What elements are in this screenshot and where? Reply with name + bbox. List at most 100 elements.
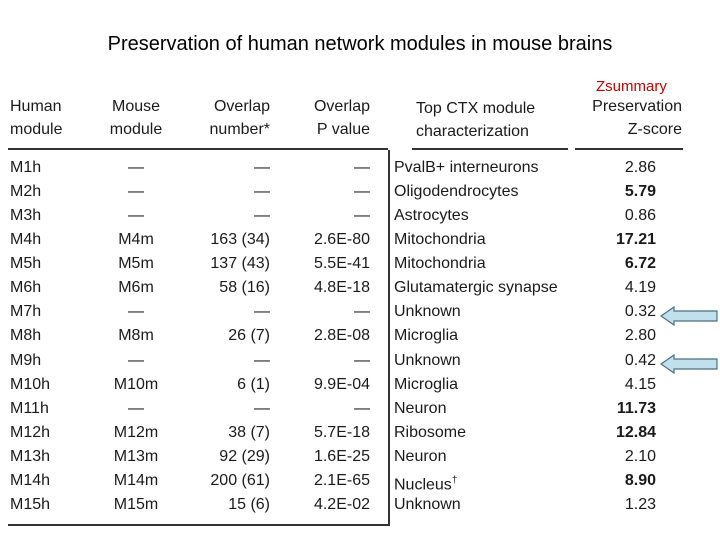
cell-human-module: M1h: [10, 157, 80, 179]
cell-ctx-characterization: Neuron: [394, 446, 569, 468]
cell-overlap-p-text: 5.7E-18: [313, 423, 370, 441]
cell-ctx-characterization-text: Neuron: [394, 447, 447, 465]
cell-z-score: 2.80: [590, 325, 656, 347]
cell-mouse-module-text: M10m: [113, 375, 159, 393]
cell-overlap-number-text: —: [254, 303, 270, 321]
cell-overlap-p: 9.9E-04: [290, 374, 370, 396]
cell-overlap-p-text: —: [354, 351, 370, 369]
cell-overlap-p: —: [290, 157, 370, 179]
cell-mouse-module: M6m: [100, 277, 172, 299]
cell-z-score: 6.72: [590, 253, 656, 275]
cell-human-module-text: M5h: [10, 255, 42, 273]
cell-human-module-text: M1h: [10, 159, 42, 176]
cell-overlap-p-text: 4.8E-18: [313, 279, 370, 297]
cell-human-module: M7h: [10, 301, 80, 323]
cell-ctx-characterization-text: Unknown: [394, 303, 461, 321]
cell-human-module: M13h: [10, 446, 80, 468]
cell-ctx-characterization: Microglia: [394, 325, 569, 347]
cell-overlap-number: —: [190, 157, 270, 179]
header-top-ctx: Top CTX module characterization: [416, 100, 536, 140]
header-rule-ctx: [412, 148, 568, 150]
arrow-shape: [660, 354, 718, 374]
cell-human-module-text: M15h: [10, 495, 51, 513]
cell-mouse-module-text: —: [128, 303, 144, 321]
cell-mouse-module: —: [100, 181, 172, 203]
cell-ctx-characterization: Unknown: [394, 494, 569, 516]
cell-z-score: 1.23: [590, 494, 656, 516]
cell-mouse-module-text: M8m: [118, 327, 154, 345]
cell-ctx-characterization: Neuron: [394, 398, 569, 420]
cell-overlap-p-text: 1.6E-25: [313, 447, 370, 465]
cell-mouse-module-text: M12m: [113, 423, 159, 441]
cell-overlap-number-text: 92 (29): [219, 447, 270, 465]
cell-mouse-module-text: —: [128, 399, 144, 417]
cell-ctx-characterization: Microglia: [394, 374, 569, 396]
cell-mouse-module: M4m: [100, 229, 172, 251]
header-mouse-module: Mouse module: [109, 98, 163, 138]
cell-z-score: 12.84: [590, 422, 656, 444]
header-rule-z: [575, 148, 683, 150]
cell-ctx-characterization: Glutamatergic synapse: [394, 277, 569, 299]
cell-overlap-p: 5.7E-18: [290, 422, 370, 444]
cell-mouse-module-text: —: [128, 207, 144, 225]
cell-overlap-number: 200 (61): [190, 470, 270, 492]
cell-ctx-characterization-text: Mitochondria: [394, 231, 486, 249]
cell-human-module-text: M4h: [10, 231, 42, 249]
cell-overlap-p-text: 4.2E-02: [313, 495, 370, 513]
cell-human-module: M4h: [10, 229, 80, 251]
cell-mouse-module-text: M4m: [118, 231, 154, 249]
cell-z-score-text: 0.32: [624, 303, 656, 321]
cell-ctx-characterization-text: Ribosome: [394, 423, 467, 441]
cell-z-score: 4.19: [590, 277, 656, 299]
cell-ctx-characterization: Ribosome: [394, 422, 569, 444]
cell-overlap-number: 58 (16): [190, 277, 270, 299]
cell-mouse-module: —: [100, 398, 172, 420]
cell-human-module: M9h: [10, 350, 80, 372]
footer-rule-left: [8, 524, 388, 526]
header-overlap-number: Overlap number*: [209, 98, 270, 138]
cell-z-score-text: 12.84: [615, 423, 656, 441]
cell-overlap-p: —: [290, 398, 370, 420]
cell-overlap-p-text: 2.8E-08: [313, 327, 370, 345]
cell-ctx-characterization-text: Unknown: [394, 495, 461, 513]
cell-ctx-characterization-text: Mitochondria: [394, 255, 486, 273]
cell-z-score: 8.90: [590, 470, 656, 492]
cell-mouse-module: M8m: [100, 325, 172, 347]
cell-overlap-p: —: [290, 205, 370, 227]
cell-ctx-characterization-text: Unknown: [394, 351, 461, 369]
cell-z-score: 5.79: [590, 181, 656, 203]
cell-z-score: 4.15: [590, 374, 656, 396]
cell-overlap-number: 15 (6): [190, 494, 270, 516]
cell-overlap-number: 26 (7): [190, 325, 270, 347]
cell-overlap-p-text: 2.1E-65: [313, 471, 370, 489]
cell-human-module: M3h: [10, 205, 80, 227]
cell-z-score-text: 0.86: [624, 207, 656, 225]
footnote-mark: †: [451, 474, 458, 486]
cell-z-score-text: 11.73: [616, 399, 656, 417]
cell-overlap-p: 2.8E-08: [290, 325, 370, 347]
cell-overlap-number: —: [190, 350, 270, 372]
cell-z-score: 0.42: [590, 350, 656, 372]
cell-human-module: M14h: [10, 470, 80, 492]
cell-human-module: M15h: [10, 494, 80, 516]
cell-ctx-characterization: Mitochondria: [394, 253, 569, 275]
cell-overlap-number: —: [190, 181, 270, 203]
cell-mouse-module-text: M13m: [113, 447, 159, 465]
cell-ctx-characterization: Nucleus†: [394, 470, 569, 496]
cell-overlap-number: —: [190, 205, 270, 227]
cell-overlap-number-text: 15 (6): [228, 495, 270, 513]
cell-human-module: M5h: [10, 253, 80, 275]
cell-overlap-number-text: —: [254, 159, 270, 176]
cell-overlap-number-text: 38 (7): [228, 423, 270, 441]
cell-human-module-text: M14h: [10, 471, 51, 489]
cell-z-score: 2.10: [590, 446, 656, 468]
header-overlap-p: Overlap P value: [313, 98, 370, 138]
cell-overlap-p-text: —: [354, 159, 370, 176]
cell-overlap-number: 38 (7): [190, 422, 270, 444]
cell-human-module-text: M10h: [10, 375, 51, 393]
cell-overlap-number-text: 200 (61): [210, 471, 270, 489]
cell-overlap-number-text: —: [254, 351, 270, 369]
cell-human-module-text: M2h: [10, 183, 42, 201]
cell-human-module: M10h: [10, 374, 80, 396]
cell-mouse-module: M5m: [100, 253, 172, 275]
